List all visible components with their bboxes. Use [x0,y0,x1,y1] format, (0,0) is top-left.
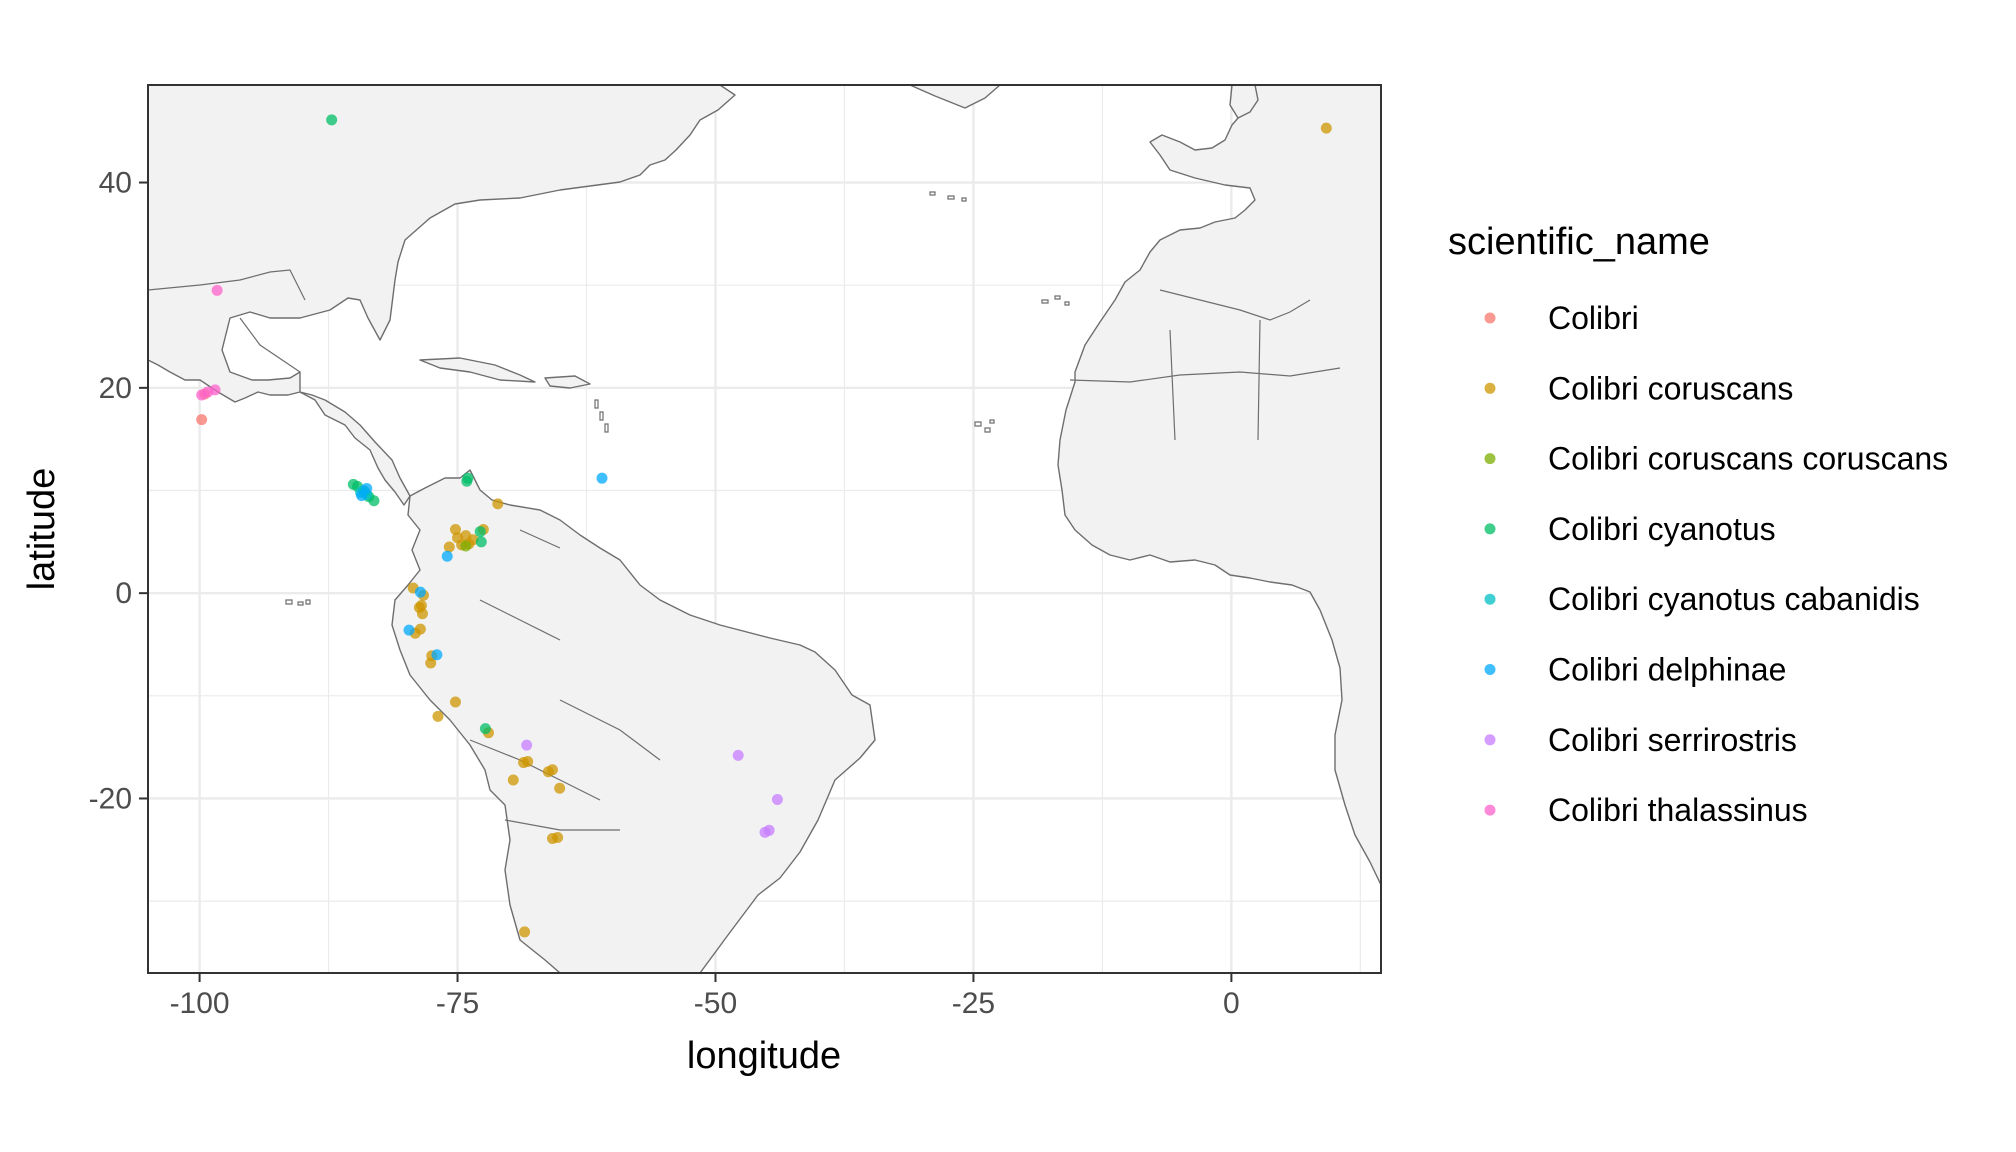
point-colibri-coruscans [432,710,444,722]
point-colibri-coruscans-coruscans [460,540,472,552]
legend-label-colibri: Colibri [1548,300,1639,336]
point-colibri-coruscans [492,498,504,510]
legend-items: Colibri Colibri coruscans Colibri coruscan… [1484,300,1948,828]
legend-label-colibri-coruscans: Colibri coruscans [1548,370,1793,406]
x-tick-label: -50 [694,987,737,1020]
y-axis: 40 20 0 -20 [89,167,148,815]
point-colibri-delphinae [431,649,443,661]
x-axis-title: longitude [687,1035,841,1077]
point-colibri-coruscans [449,696,461,708]
x-axis: -100 -75 -50 -25 0 [170,973,1240,1020]
point-colibri-delphinae [403,624,415,636]
legend-key-colibri-coruscans [1484,382,1496,394]
point-colibri-delphinae [414,586,426,598]
point-colibri-cyanotus [326,114,338,126]
country-borders [148,269,1341,831]
cape-verde-islands [974,419,995,433]
legend-label-colibri-coruscans-coruscans: Colibri coruscans coruscans [1548,441,1948,477]
point-colibri-cyanotus [474,526,486,538]
cuba-island [419,357,536,383]
x-tick-label: -25 [952,987,995,1020]
legend-key-colibri-cyanotus [1484,523,1496,535]
legend-label-colibri-delphinae: Colibri delphinae [1548,652,1786,688]
point-colibri-coruscans [522,756,534,768]
point-colibri-coruscans [554,782,566,794]
galapagos-islands [285,599,311,606]
south-america-landmass [391,469,876,973]
y-tick-label: -20 [89,782,132,815]
point-colibri-coruscans [507,774,519,786]
azores-islands [929,191,967,202]
panel-border [147,84,1382,974]
point-colibri-coruscans [546,764,558,776]
lesser-antilles [594,399,609,433]
y-tick-label: 40 [99,167,132,200]
legend-title: scientific_name [1448,221,1710,263]
point-colibri-coruscans [460,530,472,542]
y-axis-title: latitude [21,468,63,591]
point-colibri-coruscans [449,524,461,536]
hispaniola-island [544,375,591,389]
point-colibri-delphinae [596,472,608,484]
point-colibri-coruscans [414,623,426,635]
legend-key-colibri-delphinae [1484,664,1496,675]
point-colibri-serrirostris [521,739,533,751]
x-tick-label: -75 [436,987,479,1020]
point-colibri-coruscans [1320,122,1332,134]
data-points [196,114,1332,938]
legend-label-colibri-serrirostris: Colibri serrirostris [1548,722,1797,758]
y-tick-label: 0 [115,577,132,610]
point-colibri [196,414,208,426]
canary-islands [1041,295,1070,306]
point-colibri-coruscans [416,608,428,620]
point-colibri-cyanotus [475,536,487,548]
y-tick-label: 20 [99,372,132,405]
point-colibri-coruscans [519,926,531,938]
point-colibri-coruscans [443,541,455,553]
legend-key-colibri-serrirostris [1484,734,1496,746]
point-colibri-coruscans [425,657,437,669]
legend-label-colibri-cyanotus-cabanidis: Colibri cyanotus cabanidis [1548,581,1920,617]
legend-label-colibri-thalassinus: Colibri thalassinus [1548,792,1808,828]
point-colibri-cyanotus [479,723,491,735]
greenland-edge [909,85,1001,109]
x-tick-label: -100 [170,987,230,1020]
legend-key-colibri-coruscans-coruscans [1484,453,1496,465]
point-colibri-serrirostris [771,794,783,806]
europe-africa-landmass [1057,85,1381,886]
point-colibri-serrirostris [759,826,771,838]
point-colibri-thalassinus [211,284,223,296]
point-colibri-delphinae [356,490,368,502]
legend-label-colibri-cyanotus: Colibri cyanotus [1548,511,1776,547]
point-colibri-delphinae [441,550,453,562]
legend: scientific_name Colibri Colibri coruscans… [1448,221,1948,828]
point-colibri-thalassinus [209,384,221,396]
point-colibri-serrirostris [732,749,744,761]
britain-island [1229,85,1259,119]
legend-key-colibri [1484,312,1496,324]
point-colibri-coruscans [546,833,558,845]
point-colibri-cyanotus [347,478,359,490]
world-basemap [148,85,1381,973]
point-colibri-cyanotus [461,475,473,487]
legend-key-colibri-thalassinus [1484,804,1496,816]
x-tick-label: 0 [1223,987,1240,1020]
north-america-landmass [148,85,736,506]
legend-key-colibri-cyanotus-cabanidis [1484,593,1496,605]
